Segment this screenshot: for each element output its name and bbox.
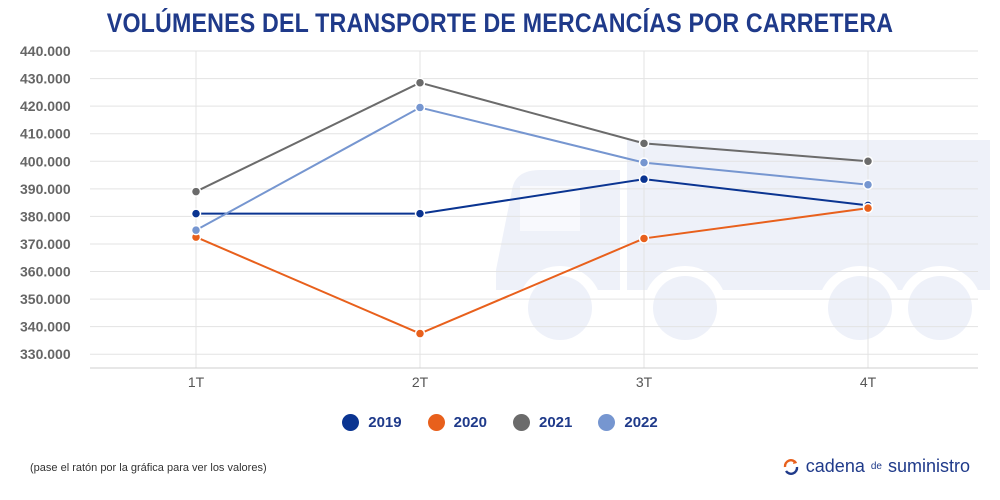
data-point-2020-2T[interactable] [414, 328, 426, 339]
legend-item-2020[interactable]: 2020 [427, 414, 487, 431]
brand-name-suministro: suministro [887, 456, 970, 476]
y-axis: 440.000 430.000 420.000 410.000 400.000 390.0… [20, 43, 71, 362]
data-point-2021-2T[interactable] [414, 77, 426, 88]
x-axis: 1T 2T 3T 4T [188, 374, 877, 390]
brand-name-de: de [870, 461, 882, 472]
y-tick-label: 400.000 [20, 153, 71, 169]
truck-watermark-icon [496, 140, 990, 350]
truck-trailer [627, 140, 990, 290]
brand-name-cadena: cadena [805, 456, 865, 476]
hover-hint: (pase el ratón por la gráfica para ver l… [30, 462, 267, 474]
truck-wheel [528, 276, 592, 340]
data-point-2022-2T[interactable] [414, 102, 426, 113]
truck-wheel [908, 276, 972, 340]
legend-marker-icon [598, 414, 616, 431]
y-tick-label: 330.000 [20, 346, 71, 362]
gridlines [90, 50, 978, 369]
data-point-2021-4T[interactable] [862, 156, 874, 167]
y-tick-label: 360.000 [20, 264, 71, 280]
y-tick-label: 390.000 [20, 181, 71, 197]
data-point-2021-1T[interactable] [190, 186, 202, 197]
legend-label: 2019 [368, 414, 402, 431]
series-line-2021[interactable] [195, 81, 869, 193]
legend-marker-icon [513, 414, 530, 431]
data-point-2022-3T[interactable] [638, 157, 650, 168]
data-point-2022-1T[interactable] [190, 224, 202, 236]
brand-logo: cadena de suministro [782, 456, 970, 477]
series-lines[interactable] [195, 81, 869, 335]
series-line-2020[interactable] [195, 207, 869, 335]
truck-wheel [828, 276, 892, 340]
legend-label: 2020 [453, 414, 487, 431]
legend-item-2019[interactable]: 2019 [342, 414, 402, 431]
x-tick-label: 2T [412, 374, 429, 390]
x-tick-label: 4T [860, 374, 877, 390]
brand-refresh-icon [783, 458, 798, 475]
chart-legend[interactable]: 2019 2020 2021 2022 [0, 414, 1000, 431]
legend-marker-icon [427, 414, 445, 431]
legend-item-2021[interactable]: 2021 [513, 414, 572, 431]
legend-label: 2021 [539, 414, 573, 431]
y-tick-label: 340.000 [20, 319, 71, 335]
data-point-2021-3T[interactable] [638, 138, 650, 149]
legend-item-2022[interactable]: 2022 [598, 414, 658, 431]
chart-title: VOLÚMENES DEL TRANSPORTE DE MERCANCÍAS P… [106, 8, 894, 38]
y-tick-label: 370.000 [20, 236, 71, 252]
y-tick-label: 430.000 [20, 71, 71, 87]
data-point-2019-3T[interactable] [638, 173, 650, 185]
data-point-2019-1T[interactable] [190, 208, 202, 219]
y-tick-label: 350.000 [20, 291, 71, 307]
truck-wheel [653, 276, 717, 340]
y-tick-label: 440.000 [20, 43, 71, 59]
y-tick-label: 410.000 [20, 126, 71, 142]
data-point-2020-4T[interactable] [862, 202, 874, 214]
series-line-2019[interactable] [196, 178, 869, 215]
x-tick-label: 1T [188, 374, 205, 390]
legend-label: 2022 [624, 414, 658, 431]
series-points[interactable] [190, 77, 874, 339]
data-point-2020-3T[interactable] [638, 233, 650, 244]
series-line-2022[interactable] [195, 106, 869, 232]
data-point-2022-4T[interactable] [862, 179, 874, 190]
y-tick-label: 380.000 [20, 208, 71, 224]
data-point-2019-2T[interactable] [414, 208, 426, 219]
y-tick-label: 420.000 [20, 98, 71, 114]
x-tick-label: 3T [636, 374, 653, 390]
legend-marker-icon [342, 414, 360, 431]
